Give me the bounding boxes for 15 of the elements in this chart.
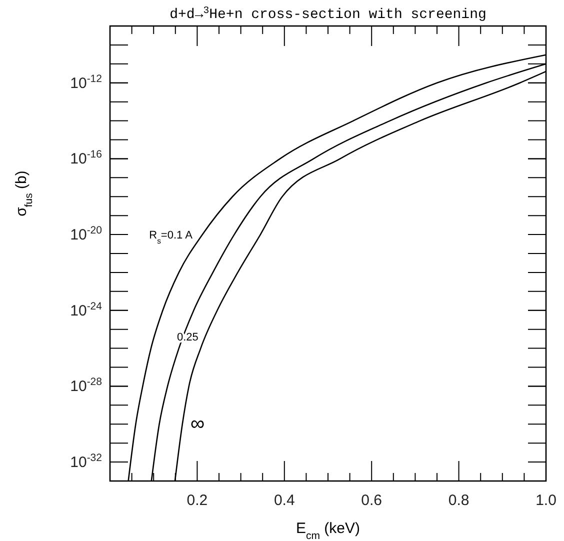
x-tick-label: 0.2 — [186, 492, 208, 509]
y-tick-label: 10$^{-12}$ — [70, 72, 102, 92]
y-tick-label: 10$^{-24}$ — [70, 300, 102, 320]
x-tick-label: 0.4 — [274, 492, 295, 509]
y-tick-label: 10$^{-32}$ — [70, 452, 102, 472]
x-axis-title: E$_{cm}$ (keV) — [296, 520, 360, 541]
y-tick-label: 10$^{-20}$ — [70, 224, 102, 244]
y-tick-label: 10$^{-16}$ — [70, 148, 102, 168]
x-tick-label: 0.8 — [448, 492, 470, 509]
legend-label: R$_{s}$=0.1 A — [149, 230, 194, 246]
x-tick-label: 1.0 — [536, 492, 556, 509]
x-tick-label: 0.6 — [361, 492, 382, 509]
y-tick-label: 10$^{-28}$ — [70, 376, 102, 396]
chart-title: d+d→$^{3}$He+n cross-section with screening — [170, 4, 486, 23]
series-label: ∞ — [190, 413, 205, 436]
